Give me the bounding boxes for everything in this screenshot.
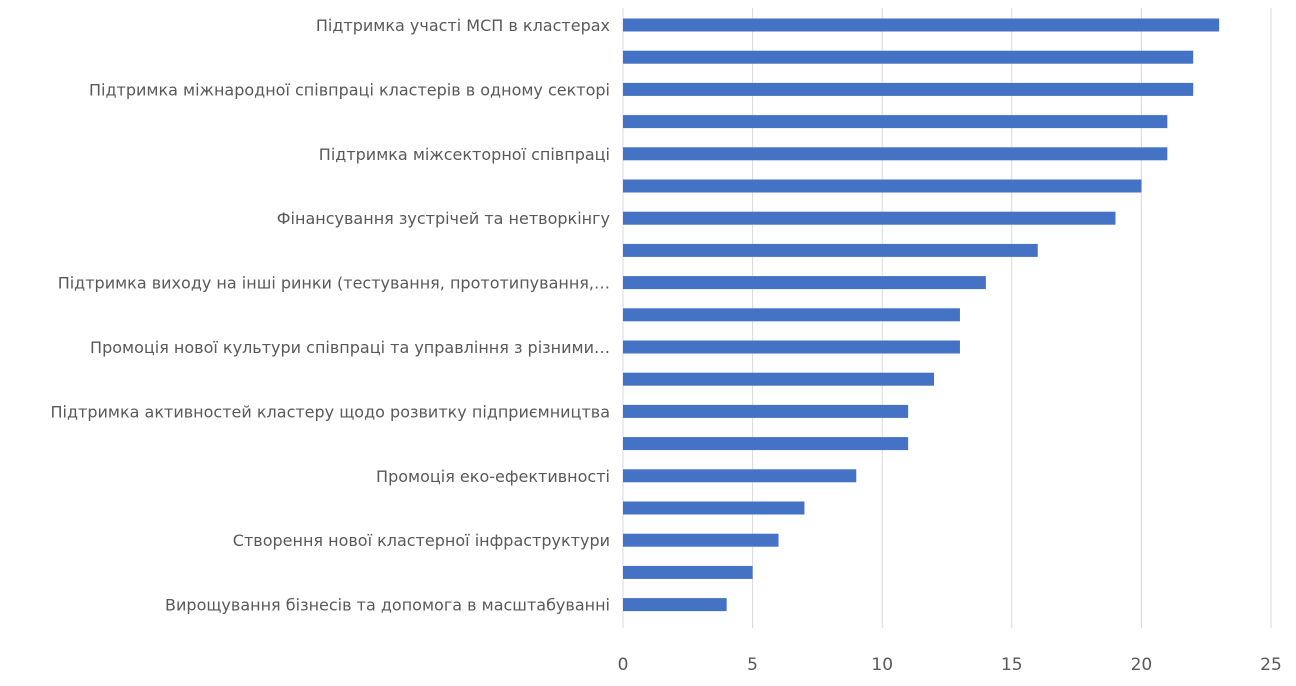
x-tick-label: 20 (1131, 655, 1153, 675)
bar-2 (623, 82, 1194, 96)
bar-3 (623, 115, 1168, 129)
category-label: Підтримка участі МСП в кластерах (316, 16, 610, 35)
bar-12 (623, 404, 909, 418)
bar-17 (623, 565, 753, 579)
x-tick-label: 25 (1260, 655, 1282, 675)
category-label: Підтримка активностей кластеру щодо розв… (51, 402, 610, 421)
category-label: Створення нової кластерної інфраструктур… (233, 531, 610, 550)
bar-layer (623, 18, 1220, 612)
category-label: Вирощування бізнесів та допомога в масшт… (165, 596, 610, 615)
bar-13 (623, 437, 909, 451)
x-axis-tick-labels: 0 5 10 15 20 25 (618, 655, 1282, 675)
bar-4 (623, 147, 1168, 161)
bar-1 (623, 50, 1194, 64)
category-label: Підтримка міжнародної співпраці кластері… (89, 80, 610, 99)
category-label: Фінансування зустрічей та нетворкінгу (277, 209, 610, 228)
bar-0 (623, 18, 1220, 32)
bar-5 (623, 179, 1142, 193)
bar-7 (623, 243, 1038, 257)
category-label: Підтримка виходу на інші ринки (тестуван… (58, 274, 610, 293)
x-tick-label: 0 (618, 655, 629, 675)
category-label: Промоція нової культури співпраці та упр… (90, 338, 610, 357)
bar-18 (623, 598, 727, 612)
bar-10 (623, 340, 960, 354)
category-label: Підтримка міжсекторної співпраці (319, 145, 610, 164)
bar-8 (623, 276, 986, 290)
category-label: Промоція еко-ефективності (376, 467, 610, 486)
bar-14 (623, 469, 857, 483)
x-tick-label: 5 (747, 655, 758, 675)
x-tick-label: 15 (1001, 655, 1023, 675)
bar-9 (623, 308, 960, 322)
bar-11 (623, 372, 935, 386)
category-labels: Підтримка участі МСП в кластерах Підтримк… (51, 16, 610, 615)
bar-16 (623, 533, 779, 547)
x-tick-label: 10 (871, 655, 893, 675)
bar-15 (623, 501, 805, 515)
bar-6 (623, 211, 1116, 225)
